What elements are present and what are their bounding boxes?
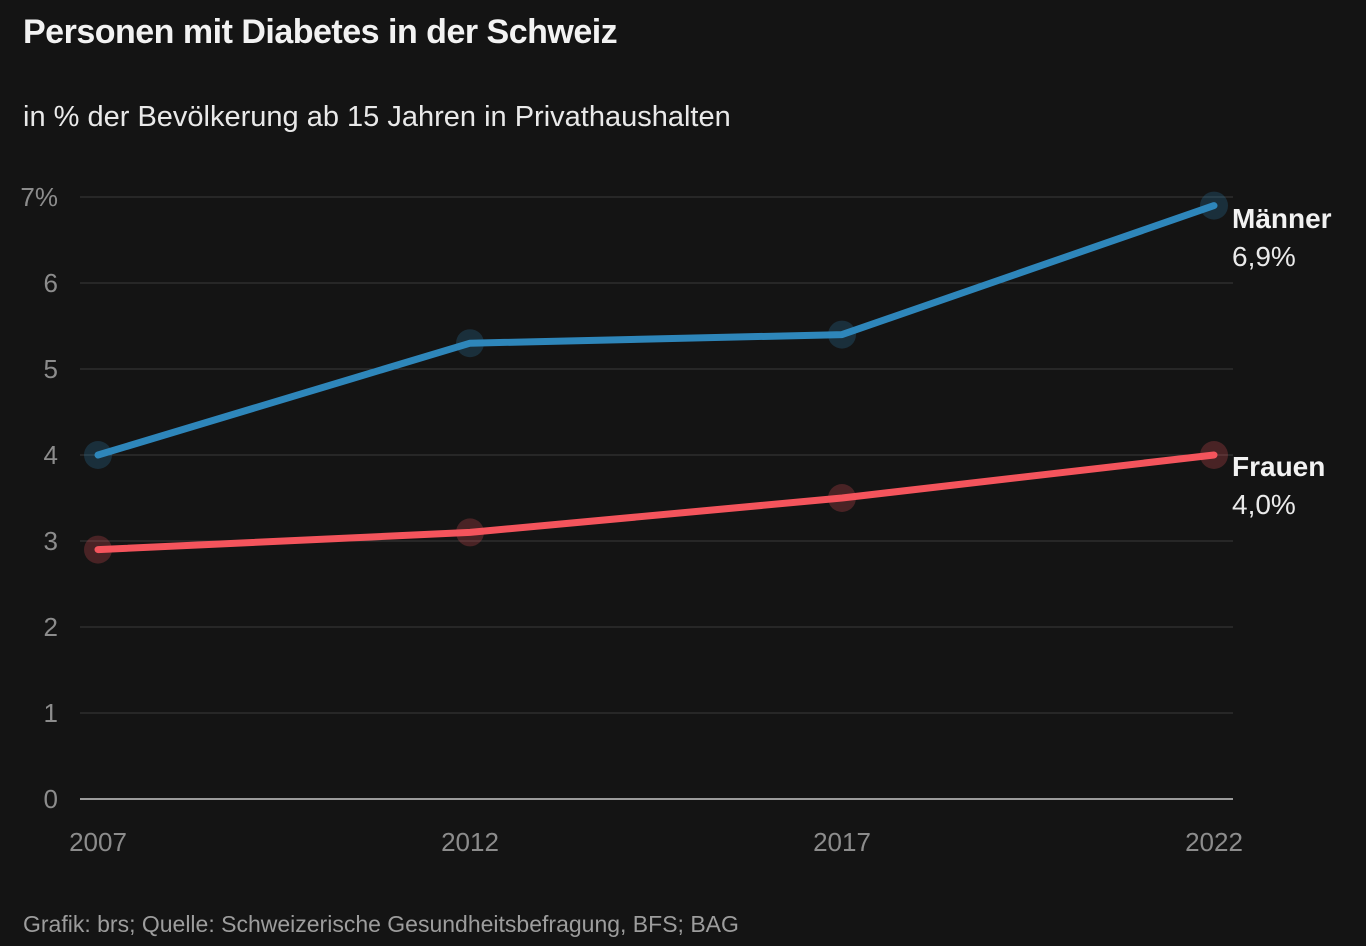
y-tick-label: 7% — [20, 182, 58, 212]
x-tick-label: 2012 — [441, 827, 499, 857]
y-tick-label: 3 — [44, 526, 58, 556]
y-tick-label: 4 — [44, 440, 58, 470]
x-tick-label: 2007 — [69, 827, 127, 857]
series-value-maenner: 6,9% — [1232, 241, 1296, 272]
y-tick-label: 5 — [44, 354, 58, 384]
series-line-frauen — [94, 451, 1218, 554]
chart-subtitle: in % der Bevölkerung ab 15 Jahren in Pri… — [23, 101, 731, 133]
series-value-frauen: 4,0% — [1232, 489, 1296, 520]
source-note: Grafik: brs; Quelle: Schweizerische Gesu… — [23, 911, 739, 937]
y-tick-label: 2 — [44, 612, 58, 642]
series-end-label-maenner: Männer 6,9% — [1232, 200, 1332, 276]
y-tick-label: 1 — [44, 698, 58, 728]
series-name-maenner: Männer — [1232, 203, 1332, 234]
x-tick-label: 2017 — [813, 827, 871, 857]
series-name-frauen: Frauen — [1232, 451, 1326, 482]
chart-title: Personen mit Diabetes in der Schweiz — [23, 13, 618, 51]
series-line-maenner — [94, 202, 1218, 459]
x-tick-label: 2022 — [1185, 827, 1243, 857]
series-end-label-frauen: Frauen 4,0% — [1232, 448, 1325, 524]
y-tick-label: 0 — [44, 784, 58, 814]
y-tick-label: 6 — [44, 268, 58, 298]
